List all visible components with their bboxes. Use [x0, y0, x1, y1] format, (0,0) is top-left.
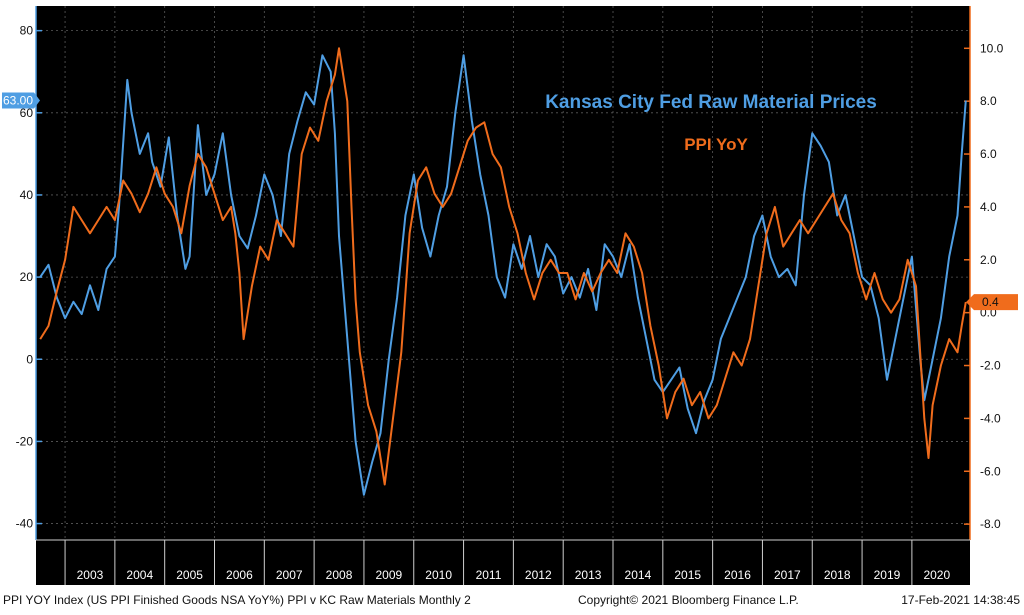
left-tick-label: 60 — [20, 106, 34, 120]
x-tick-label: 2011 — [476, 568, 502, 582]
footer-security-label: PPI YOY Index (US PPI Finished Goods NSA… — [3, 593, 471, 607]
left-tick-label: 40 — [20, 188, 34, 202]
x-tick-label: 2005 — [176, 568, 203, 582]
ppi-yoy-line — [39, 47, 967, 486]
footer-timestamp: 17-Feb-2021 14:38:45 — [901, 593, 1020, 607]
x-tick-label: 2013 — [575, 568, 602, 582]
right-tick-label: -2.0 — [980, 359, 1001, 373]
x-tick-label: 2020 — [923, 568, 950, 582]
x-tick-label: 2008 — [326, 568, 353, 582]
right-tick-label: 6.0 — [980, 147, 997, 161]
kc-raw-materials-line — [39, 54, 967, 496]
left-y-axis: 80 60 40 20 0 -20 -40 — [16, 6, 42, 540]
right-tick-label: 2.0 — [980, 253, 997, 267]
right-tick-label: 4.0 — [980, 200, 997, 214]
x-tick-label: 2010 — [425, 568, 452, 582]
left-last-value-label: 63.00 — [3, 93, 33, 107]
left-tick-label: 20 — [20, 270, 34, 284]
left-tick-label: 80 — [20, 24, 34, 38]
right-tick-label: 8.0 — [980, 94, 997, 108]
right-tick-label: -6.0 — [980, 464, 1001, 478]
x-tick-label: 2004 — [126, 568, 153, 582]
footer: PPI YOY Index (US PPI Finished Goods NSA… — [0, 587, 1024, 615]
left-tick-label: 0 — [26, 352, 33, 366]
x-axis: 2003 2004 2005 2006 2007 2008 2009 2010 2011 2012… — [36, 539, 970, 585]
footer-copyright: Copyright© 2021 Bloomberg Finance L.P. — [578, 593, 799, 607]
left-tick-label: -40 — [16, 517, 34, 531]
x-tick-label: 2015 — [674, 568, 701, 582]
x-axis-band — [36, 540, 970, 585]
x-tick-label: 2009 — [375, 568, 402, 582]
right-y-axis: 10.08.06.04.02.00.0-2.0-4.0-6.0-8.0 — [964, 6, 1004, 540]
right-last-value-tag — [966, 294, 1018, 311]
right-tick-label: -4.0 — [980, 411, 1001, 425]
x-tick-label: 2018 — [824, 568, 851, 582]
left-last-value-tag — [2, 92, 40, 109]
last-value-tags: 63.00 0.4 — [2, 92, 1018, 311]
legend-label-ppi: PPI YoY — [684, 135, 748, 154]
legend: Kansas City Fed Raw Material Prices PPI Y… — [545, 92, 877, 154]
right-tick-label: 10.0 — [980, 41, 1004, 55]
x-tick-label: 2007 — [276, 568, 303, 582]
x-tick-label: 2017 — [774, 568, 801, 582]
x-tick-label: 2016 — [724, 568, 751, 582]
right-last-value-label: 0.4 — [982, 295, 999, 309]
x-tick-label: 2006 — [226, 568, 253, 582]
left-tick-label: -20 — [16, 434, 34, 448]
series-layer — [39, 47, 967, 496]
x-tick-label: 2003 — [77, 568, 104, 582]
plot-background — [36, 6, 970, 540]
x-tick-label: 2019 — [874, 568, 901, 582]
x-tick-label: 2012 — [525, 568, 552, 582]
right-tick-label: -8.0 — [980, 517, 1001, 531]
legend-label-kc: Kansas City Fed Raw Material Prices — [545, 92, 877, 113]
x-tick-label: 2014 — [625, 568, 652, 582]
